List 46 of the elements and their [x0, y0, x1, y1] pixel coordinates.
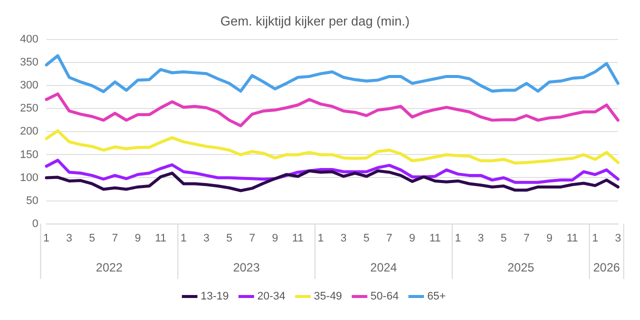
legend-label: 35-49	[314, 290, 342, 303]
x-tick-label: 1	[454, 232, 461, 244]
x-tick-label: 1	[592, 232, 598, 244]
x-tick-label: 5	[500, 232, 507, 244]
x-tick-label: 5	[226, 232, 232, 244]
x-tick-label: 7	[112, 232, 118, 244]
x-tick-label: 11	[154, 232, 166, 244]
x-tick-label: 3	[66, 232, 72, 244]
x-tick-label: 1	[43, 232, 50, 244]
x-tick-label: 9	[409, 232, 416, 244]
legend-label: 50-64	[370, 290, 399, 303]
text: 2023	[233, 260, 260, 274]
y-tick-label: 100	[20, 172, 38, 184]
y-tick-label: 200	[20, 126, 38, 138]
y-tick-label: 400	[20, 34, 38, 46]
x-tick-label: 9	[546, 232, 552, 244]
y-tick-label: 250	[20, 102, 38, 115]
text: 2024	[370, 260, 398, 274]
x-tick-label: 11	[566, 232, 578, 244]
x-tick-label: 7	[249, 232, 256, 244]
x-tick-label: 3	[203, 232, 210, 244]
legend-label: 65+	[427, 290, 446, 303]
y-tick-label: 50	[26, 194, 38, 207]
legend-label: 13-19	[200, 290, 229, 303]
x-tick-label: 7	[523, 232, 530, 244]
y-tick-label: 350	[20, 56, 38, 69]
x-tick-label: 3	[340, 232, 347, 244]
legend-label: 20-34	[257, 290, 286, 303]
chart-title: Gem. kijktijd kijker per dag (min.)	[220, 13, 410, 28]
text: 2026	[593, 260, 620, 274]
x-tick-label: 3	[614, 232, 622, 244]
x-tick-label: 7	[386, 232, 392, 244]
x-tick-label: 1	[318, 232, 324, 244]
text: 2025	[507, 260, 534, 274]
x-tick-label: 1	[180, 232, 187, 244]
x-tick-label: 5	[363, 232, 370, 244]
text: 2022	[96, 260, 123, 274]
y-tick-label: 150	[20, 148, 38, 161]
x-tick-label: 11	[292, 232, 304, 244]
x-tick-label: 9	[272, 232, 278, 244]
x-tick-label: 3	[478, 232, 484, 244]
y-tick-label: 0	[32, 218, 38, 230]
x-tick-label: 9	[134, 232, 141, 244]
x-tick-label: 5	[89, 232, 96, 244]
y-tick-label: 300	[20, 80, 38, 92]
x-tick-label: 11	[429, 232, 441, 244]
